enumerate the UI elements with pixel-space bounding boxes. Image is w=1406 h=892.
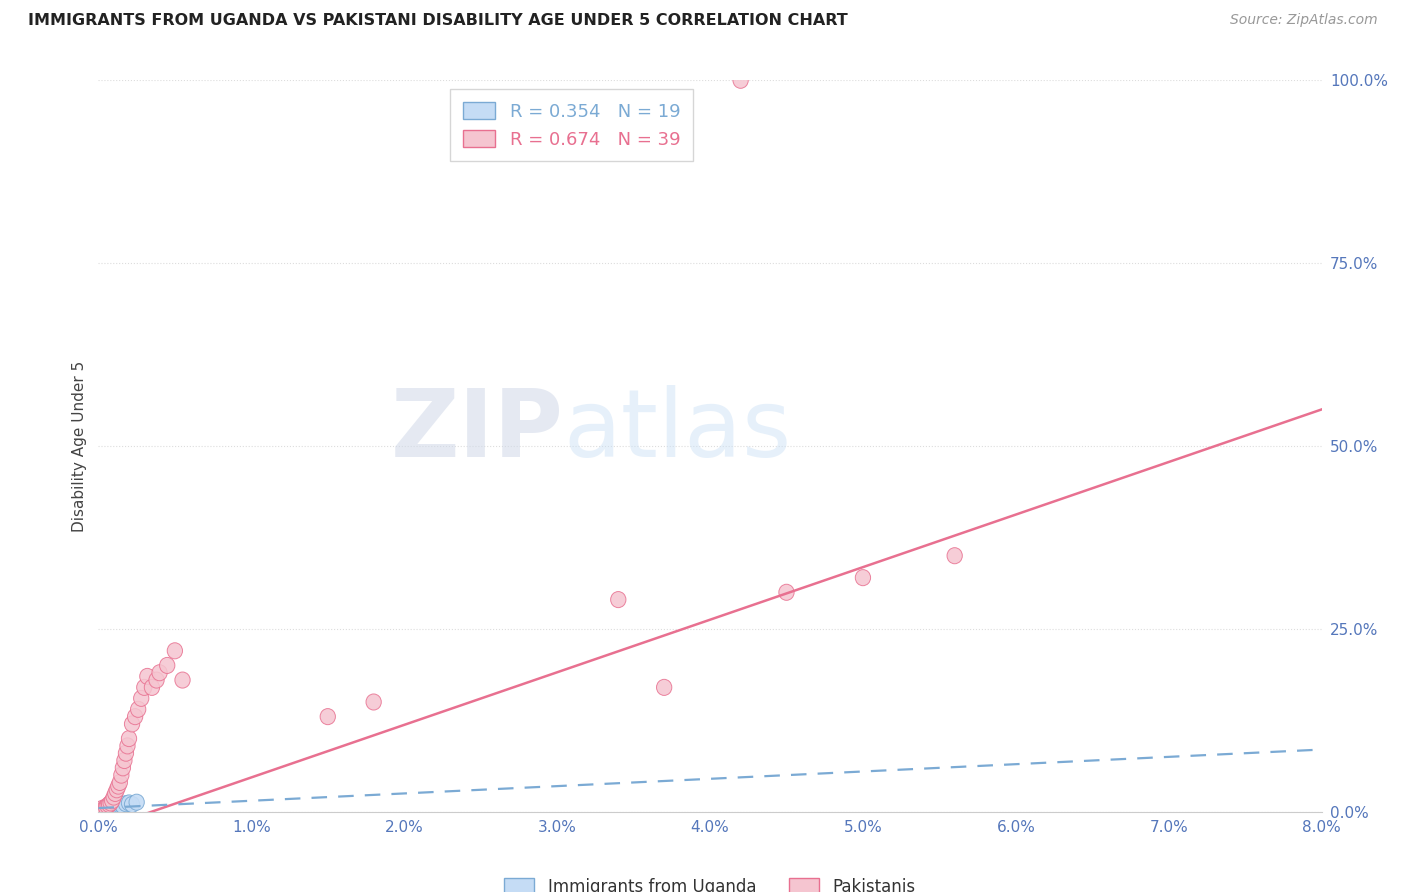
Ellipse shape — [121, 731, 136, 747]
Ellipse shape — [108, 785, 122, 802]
Ellipse shape — [94, 802, 110, 818]
Ellipse shape — [104, 793, 120, 809]
Ellipse shape — [97, 801, 112, 817]
Ellipse shape — [733, 72, 748, 88]
Ellipse shape — [131, 701, 146, 717]
Ellipse shape — [160, 657, 174, 673]
Ellipse shape — [855, 570, 870, 586]
Ellipse shape — [105, 798, 121, 814]
Ellipse shape — [115, 797, 131, 814]
Text: ZIP: ZIP — [391, 385, 564, 477]
Ellipse shape — [134, 690, 149, 706]
Ellipse shape — [167, 643, 183, 659]
Y-axis label: Disability Age Under 5: Disability Age Under 5 — [72, 360, 87, 532]
Ellipse shape — [100, 800, 115, 816]
Ellipse shape — [112, 774, 128, 790]
Ellipse shape — [136, 680, 152, 696]
Ellipse shape — [366, 694, 381, 710]
Ellipse shape — [948, 548, 962, 564]
Ellipse shape — [110, 797, 124, 814]
Ellipse shape — [120, 738, 135, 754]
Ellipse shape — [129, 794, 145, 810]
Legend: Immigrants from Uganda, Pakistanis: Immigrants from Uganda, Pakistanis — [498, 871, 922, 892]
Ellipse shape — [94, 802, 110, 818]
Ellipse shape — [610, 591, 626, 607]
Ellipse shape — [103, 795, 118, 811]
Ellipse shape — [111, 798, 127, 814]
Ellipse shape — [124, 797, 139, 813]
Ellipse shape — [100, 797, 115, 814]
Ellipse shape — [321, 708, 336, 724]
Ellipse shape — [104, 800, 120, 816]
Ellipse shape — [114, 767, 129, 783]
Ellipse shape — [98, 800, 114, 816]
Text: atlas: atlas — [564, 385, 792, 477]
Ellipse shape — [114, 797, 129, 813]
Ellipse shape — [149, 672, 165, 688]
Ellipse shape — [145, 680, 160, 696]
Ellipse shape — [118, 796, 134, 812]
Ellipse shape — [174, 672, 190, 688]
Ellipse shape — [128, 708, 143, 724]
Ellipse shape — [121, 795, 136, 811]
Ellipse shape — [97, 801, 112, 817]
Ellipse shape — [103, 799, 118, 815]
Ellipse shape — [117, 753, 132, 769]
Ellipse shape — [110, 781, 124, 797]
Ellipse shape — [657, 680, 672, 696]
Ellipse shape — [108, 799, 122, 815]
Ellipse shape — [96, 802, 111, 818]
Ellipse shape — [96, 800, 111, 816]
Ellipse shape — [118, 745, 134, 761]
Ellipse shape — [101, 801, 117, 817]
Ellipse shape — [112, 797, 128, 814]
Text: Source: ZipAtlas.com: Source: ZipAtlas.com — [1230, 13, 1378, 28]
Ellipse shape — [152, 665, 167, 681]
Ellipse shape — [101, 797, 117, 813]
Text: IMMIGRANTS FROM UGANDA VS PAKISTANI DISABILITY AGE UNDER 5 CORRELATION CHART: IMMIGRANTS FROM UGANDA VS PAKISTANI DISA… — [28, 13, 848, 29]
Ellipse shape — [115, 760, 131, 776]
Ellipse shape — [105, 789, 121, 805]
Ellipse shape — [779, 584, 794, 600]
Ellipse shape — [139, 668, 155, 684]
Ellipse shape — [124, 716, 139, 732]
Ellipse shape — [111, 778, 127, 794]
Ellipse shape — [98, 799, 114, 815]
